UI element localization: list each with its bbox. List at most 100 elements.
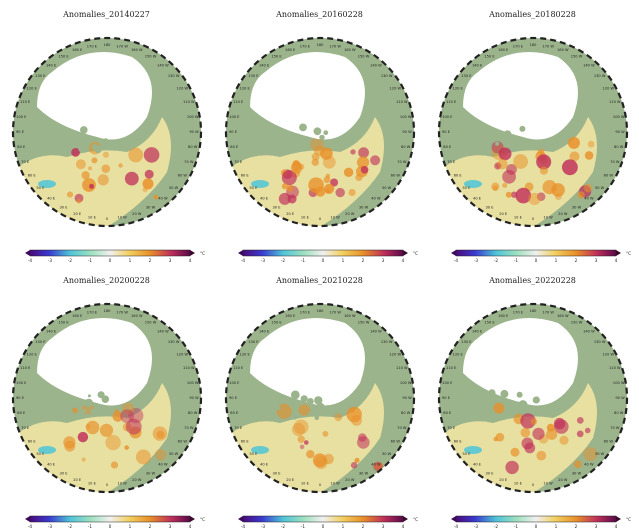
ocean-anomaly-region bbox=[439, 383, 597, 492]
colorbar-tick-label: -2 bbox=[281, 258, 286, 263]
colorbar-tick-label: 2 bbox=[575, 258, 578, 263]
anomaly-blob bbox=[323, 176, 331, 184]
longitude-label: 170 E bbox=[300, 44, 311, 48]
anomaly-blob bbox=[128, 408, 144, 424]
longitude-label: 50 E bbox=[462, 452, 471, 456]
longitude-label: 0 bbox=[319, 217, 322, 221]
longitude-label: 60 W bbox=[178, 174, 188, 178]
island bbox=[68, 395, 73, 400]
longitude-label: 10 E bbox=[514, 216, 523, 220]
anomaly-blob bbox=[350, 149, 356, 155]
longitude-label: 50 W bbox=[595, 186, 605, 190]
longitude-label: 160 E bbox=[285, 314, 296, 318]
colorbar-tick-label: -4 bbox=[241, 524, 246, 529]
anomaly-blob bbox=[510, 191, 518, 198]
colorbar-tick-label: 2 bbox=[362, 258, 365, 263]
sea-ice bbox=[250, 318, 365, 406]
colorbar-tick-label: -3 bbox=[261, 258, 266, 263]
anomaly-blob bbox=[537, 148, 545, 155]
longitude-label: 130 W bbox=[168, 74, 180, 78]
longitude-label: 110 W bbox=[183, 366, 195, 370]
colorbar-tick-label: 0 bbox=[322, 524, 325, 529]
longitude-label: 150 E bbox=[271, 55, 282, 59]
map-frame bbox=[224, 36, 416, 228]
longitude-label: 20 W bbox=[132, 212, 142, 216]
longitude-label: 30 E bbox=[60, 205, 69, 209]
anomaly-blob bbox=[142, 187, 148, 193]
longitude-label: 60 W bbox=[391, 174, 401, 178]
map-panel: Anomalies_20200228 180 170 W 160 W 150 W 140 … bbox=[0, 266, 213, 532]
longitude-label: 100 W bbox=[187, 115, 199, 119]
colorbar bbox=[29, 249, 191, 257]
longitude-label: 180 bbox=[530, 43, 538, 47]
longitude-label: 130 E bbox=[461, 340, 472, 344]
colorbar-tick-label: 3 bbox=[382, 524, 385, 529]
island bbox=[67, 401, 75, 408]
colorbar-tick-label: -4 bbox=[454, 258, 459, 263]
longitude-label: 100 W bbox=[400, 381, 412, 385]
longitude-label: 30 W bbox=[359, 205, 369, 209]
longitude-label: 140 W bbox=[583, 63, 595, 67]
sea-ice bbox=[463, 318, 578, 406]
island bbox=[289, 146, 297, 154]
longitude-label: 140 E bbox=[472, 63, 483, 67]
anomaly-blob bbox=[370, 155, 381, 166]
panel-title: Anomalies_20210228 bbox=[276, 276, 363, 285]
anomaly-blob bbox=[105, 434, 121, 451]
anomaly-blob bbox=[536, 192, 546, 201]
anomaly-blob bbox=[530, 418, 538, 425]
anomaly-blob bbox=[102, 151, 109, 158]
longitude-label: 130 E bbox=[461, 74, 472, 78]
longitude-label: 120 W bbox=[177, 87, 189, 91]
longitude-label: 130 E bbox=[248, 340, 259, 344]
anomaly-blob bbox=[576, 430, 584, 438]
longitude-label: 150 W bbox=[571, 321, 583, 325]
longitude-label: 50 W bbox=[382, 186, 392, 190]
longitude-label: 60 E bbox=[28, 174, 37, 178]
sea-ice bbox=[37, 52, 152, 140]
colorbar-tick-label: -1 bbox=[88, 258, 93, 263]
colorbar-tick-label: 1 bbox=[342, 258, 345, 263]
longitude-label: 170 E bbox=[87, 310, 98, 314]
anomaly-blob bbox=[89, 183, 95, 189]
longitude-label: 130 E bbox=[35, 340, 46, 344]
island bbox=[271, 147, 279, 156]
colorbar-tick-label: 3 bbox=[169, 258, 172, 263]
island bbox=[276, 406, 281, 411]
longitude-label: 20 W bbox=[558, 212, 568, 216]
map-content bbox=[13, 304, 201, 492]
island bbox=[301, 139, 307, 145]
anomaly-blob bbox=[360, 166, 369, 174]
longitude-label: 50 W bbox=[169, 452, 179, 456]
longitude-label: 0 bbox=[106, 483, 109, 487]
longitude-label: 110 E bbox=[20, 366, 31, 370]
longitude-label: 80 W bbox=[188, 411, 198, 415]
anomaly-blob bbox=[358, 433, 367, 442]
longitude-label: 50 E bbox=[249, 186, 258, 190]
cold-anomaly bbox=[464, 446, 482, 454]
colorbar bbox=[242, 249, 404, 257]
longitude-label: 110 E bbox=[446, 100, 457, 104]
anomaly-blob bbox=[569, 151, 580, 162]
island bbox=[90, 408, 97, 415]
anomaly-blob bbox=[492, 185, 499, 192]
longitude-label: 150 W bbox=[145, 55, 157, 59]
longitude-label: 180 bbox=[104, 309, 112, 313]
sea-ice bbox=[463, 52, 578, 140]
anomaly-blob bbox=[355, 173, 363, 181]
map-content bbox=[226, 38, 414, 226]
sea-ice bbox=[250, 52, 365, 140]
colorbar-unit: °C bbox=[413, 517, 418, 522]
longitude-label: 60 E bbox=[241, 440, 250, 444]
anomaly-blob bbox=[286, 184, 294, 192]
colorbar-tick-label: 4 bbox=[615, 258, 618, 263]
island bbox=[323, 130, 329, 136]
longitude-label: 100 W bbox=[400, 115, 412, 119]
island bbox=[313, 127, 322, 136]
island bbox=[299, 123, 307, 132]
cold-anomaly bbox=[251, 180, 269, 188]
anomaly-blob bbox=[118, 163, 123, 168]
longitude-label: 80 E bbox=[230, 145, 239, 149]
colorbar-tick-label: 1 bbox=[129, 258, 132, 263]
